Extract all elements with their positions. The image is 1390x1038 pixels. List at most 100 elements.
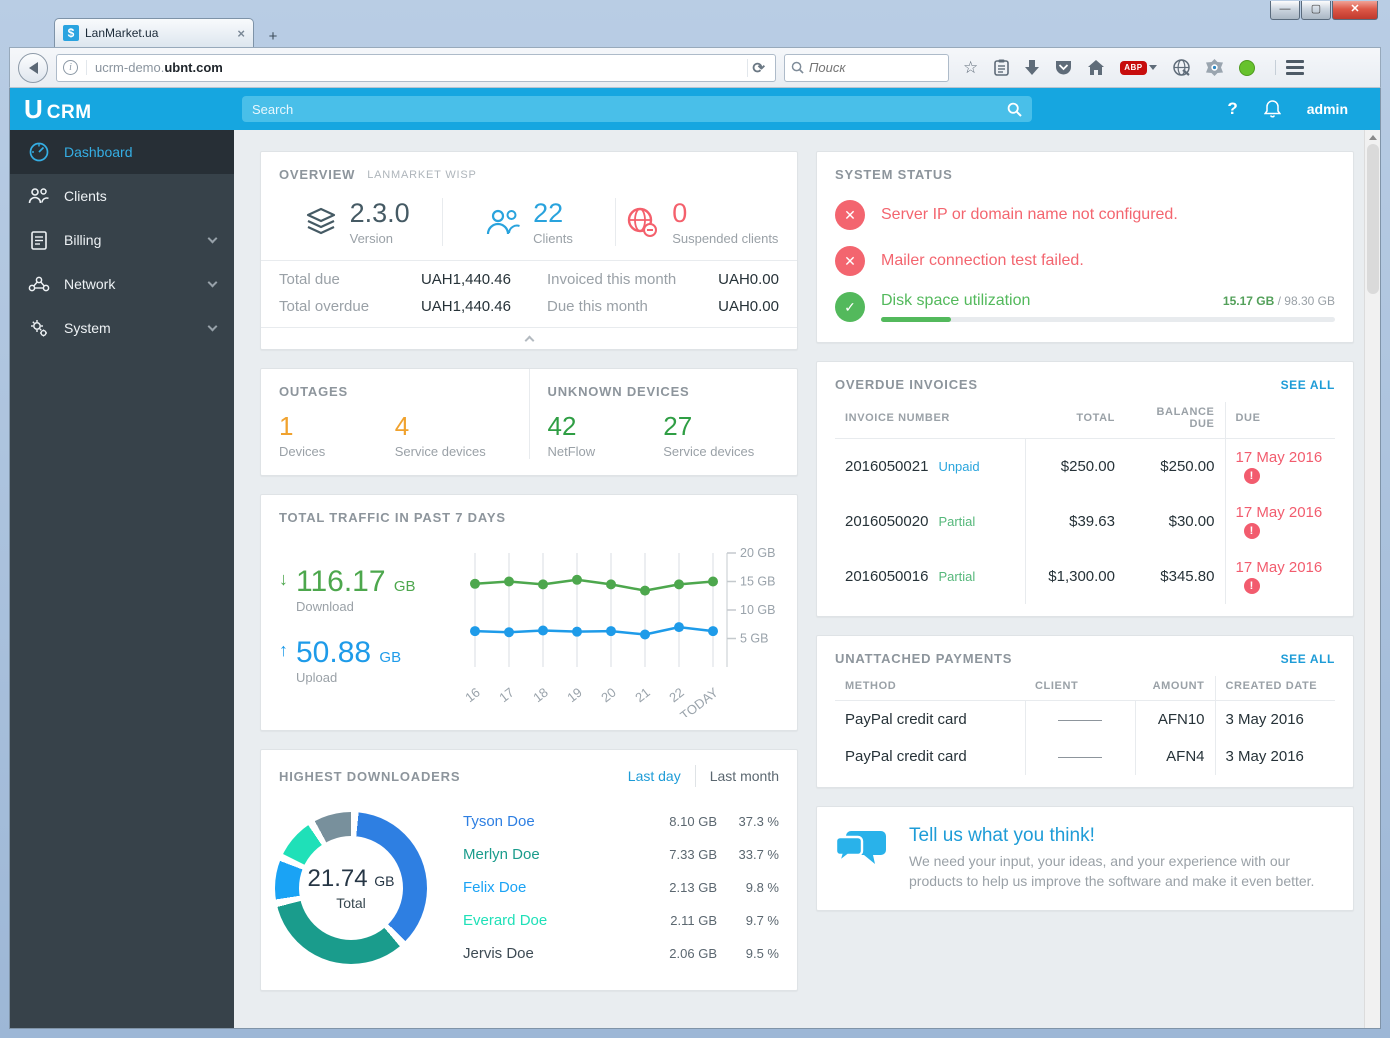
site-info-icon[interactable]: i (63, 60, 78, 75)
browser-toolbar: i ucrm-demo.ubnt.com ⟳ ☆ ABP (9, 47, 1381, 88)
outages-section: OUTAGES 1 Devices 4 Service devices (261, 369, 529, 459)
adblock-icon[interactable]: ABP (1120, 60, 1157, 75)
search-icon[interactable] (1007, 102, 1022, 117)
menu-icon[interactable] (1274, 60, 1304, 75)
scrollbar-up-arrow[interactable] (1368, 135, 1377, 140)
browser-tab[interactable]: $ LanMarket.ua × (54, 18, 254, 47)
ucrm-logo-u-icon: U (24, 93, 43, 124)
help-button[interactable]: ? (1227, 99, 1238, 118)
invoices-see-all-link[interactable]: SEE ALL (1280, 377, 1335, 392)
ucrm-logo[interactable]: U CRM (24, 93, 92, 124)
reload-icon[interactable]: ⟳ (747, 58, 769, 77)
downloaders-donut-chart: 21.74 GB Total (275, 811, 427, 964)
suspended-globe-icon (627, 207, 658, 237)
version-stat: 2.3.0 Version (271, 198, 442, 246)
bookmarks-panel-icon[interactable] (994, 59, 1010, 76)
feedback-body: We need your input, your ideas, and your… (909, 853, 1315, 890)
tab-last-day[interactable]: Last day (627, 768, 681, 784)
svg-text:17: 17 (496, 685, 517, 706)
chevron-down-icon (207, 321, 218, 331)
home-icon[interactable] (1088, 60, 1105, 75)
notifications-bell-icon[interactable] (1263, 100, 1281, 118)
sidebar-item-system[interactable]: System (10, 306, 234, 350)
chevron-down-icon (207, 277, 218, 287)
bookmark-star-icon[interactable]: ☆ (963, 58, 979, 77)
browser-search-input[interactable] (809, 60, 919, 75)
scrollbar-thumb[interactable] (1366, 144, 1379, 294)
overview-card: OVERVIEW LANMARKET WISP 2.3.0 Version 22 C… (260, 151, 798, 350)
overview-collapse-button[interactable] (261, 327, 797, 349)
downloads-icon[interactable] (1025, 59, 1040, 76)
tab-bar: $ LanMarket.ua × + (9, 0, 1381, 47)
window-controls: — ▢ ✕ (1269, 1, 1378, 20)
sidebar-item-billing[interactable]: Billing (10, 218, 234, 262)
close-button[interactable]: ✕ (1332, 1, 1378, 20)
dashboard-content: OVERVIEW LANMARKET WISP 2.3.0 Version 22 C… (234, 130, 1380, 1028)
svg-text:10 GB: 10 GB (740, 603, 775, 617)
new-tab-button[interactable]: + (268, 28, 278, 45)
status-badge: Partial (938, 514, 976, 529)
tab-last-month[interactable]: Last month (709, 768, 779, 784)
download-summary: ↓ 116.17 GB Download (279, 565, 416, 614)
back-arrow-icon (28, 61, 38, 74)
back-button[interactable] (18, 52, 48, 83)
search-icon (791, 61, 804, 74)
unattached-payments-card: UNATTACHED PAYMENTS SEE ALL METHOD CLIEN… (816, 635, 1354, 788)
page-scrollbar[interactable] (1364, 130, 1380, 1028)
feedback-card: Tell us what you think! We need your inp… (816, 806, 1354, 911)
table-row[interactable]: 2016050021 Unpaid $250.00 $250.00 17 May … (835, 438, 1335, 494)
outage-devices-stat: 1 Devices (279, 411, 326, 459)
overdue-exclamation-icon: ! (1243, 523, 1260, 539)
downloaders-card: HIGHEST DOWNLOADERS Last day Last month … (260, 749, 798, 991)
extension-badge-icon[interactable] (1205, 59, 1223, 76)
status-dot-icon[interactable] (1238, 59, 1255, 76)
table-row[interactable]: 2016050020 Partial $39.63 $30.00 17 May 2… (835, 494, 1335, 549)
sidebar-item-dashboard[interactable]: Dashboard (10, 130, 234, 174)
table-row[interactable]: PayPal credit card AFN4 3 May 2016 (835, 738, 1335, 775)
url-bar[interactable]: i ucrm-demo.ubnt.com ⟳ (56, 53, 776, 82)
sidebar-item-clients[interactable]: Clients (10, 174, 234, 218)
status-error-row: ✕ Server IP or domain name not configure… (817, 192, 1353, 238)
app-search[interactable] (242, 96, 1032, 122)
globe-tool-icon[interactable] (1172, 59, 1190, 76)
list-item[interactable]: Everard Doe 2.11 GB 9.7 % (463, 912, 779, 929)
due-month-row: Due this month UAH0.00 (547, 298, 779, 315)
clients-users-icon (28, 187, 50, 205)
check-icon: ✓ (835, 292, 865, 322)
chat-bubbles-icon (835, 831, 886, 866)
adblock-caret-icon (1148, 65, 1157, 70)
svg-text:18: 18 (530, 685, 551, 706)
unknown-devices-section: UNKNOWN DEVICES 42 NetFlow 27 Service devi… (528, 369, 798, 459)
maximize-button[interactable]: ▢ (1301, 1, 1331, 20)
clients-users-icon (487, 209, 520, 235)
table-row[interactable]: 2016050016 Partial $1,300.00 $345.80 17 M… (835, 549, 1335, 604)
url-text[interactable]: ucrm-demo.ubnt.com (86, 60, 739, 75)
empty-client-dash (1058, 756, 1102, 758)
pocket-icon[interactable] (1055, 60, 1072, 76)
minimize-button[interactable]: — (1270, 1, 1300, 20)
netflow-stat: 42 NetFlow (547, 411, 596, 459)
list-item[interactable]: Felix Doe 2.13 GB 9.8 % (463, 879, 779, 896)
total-due-row: Total due UAH1,440.46 (279, 271, 511, 288)
browser-search[interactable] (784, 53, 949, 82)
overview-title: OVERVIEW (279, 167, 356, 182)
list-item[interactable]: Merlyn Doe 7.33 GB 33.7 % (463, 846, 779, 863)
chevron-down-icon (207, 233, 218, 243)
favicon: $ (63, 25, 79, 41)
network-nodes-icon (28, 275, 50, 293)
app-search-input[interactable] (252, 101, 1007, 117)
app-header: U CRM ? admin (10, 88, 1380, 130)
list-item[interactable]: Jervis Doe 2.06 GB 9.5 % (463, 945, 779, 962)
feedback-title[interactable]: Tell us what you think! (909, 825, 1095, 846)
chevron-up-icon (524, 335, 534, 346)
table-row[interactable]: PayPal credit card AFN10 3 May 2016 (835, 700, 1335, 738)
sidebar-item-network[interactable]: Network (10, 262, 234, 306)
list-item[interactable]: Tyson Doe 8.10 GB 37.3 % (463, 813, 779, 830)
tab-close-icon[interactable]: × (237, 25, 245, 41)
user-menu[interactable]: admin (1306, 101, 1348, 117)
traffic-card: TOTAL TRAFFIC IN PAST 7 DAYS ↓ 116.17 GB… (260, 494, 798, 731)
version-layers-icon (306, 207, 335, 235)
payments-see-all-link[interactable]: SEE ALL (1280, 651, 1335, 666)
svg-text:15 GB: 15 GB (740, 575, 775, 589)
